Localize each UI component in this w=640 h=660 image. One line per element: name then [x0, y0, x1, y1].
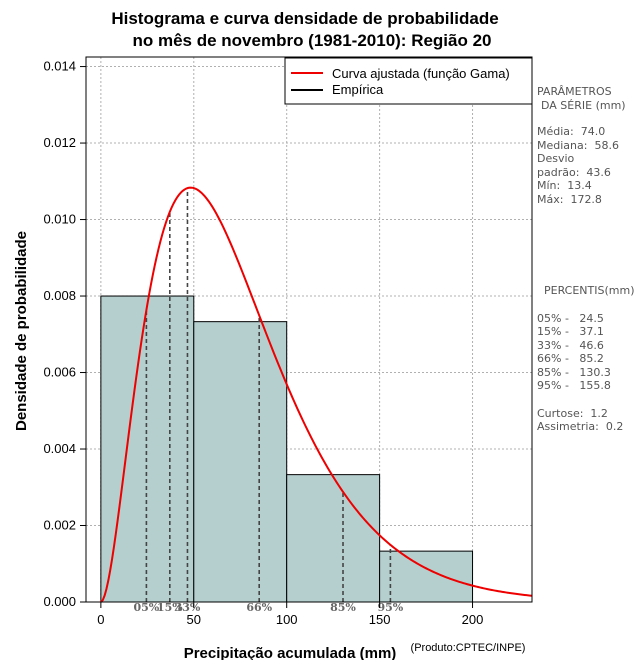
axes: 0 50 100 150 200 0.000 0.002 0.004 0.006 0.008 0.0… [43, 56, 533, 627]
x-axis-label: Precipitação acumulada (mm) [184, 645, 397, 660]
percentile-05: 05% - 24.5 [537, 311, 604, 325]
histogram-bar-1 [100, 295, 195, 603]
params-title-1: PARÂMETROS [537, 85, 612, 98]
param-mean: Média: 74.0 [537, 125, 606, 138]
percentile-label-15: 15% [157, 601, 183, 614]
kurtosis: Curtose: 1.2 [537, 406, 608, 420]
percentile-15: 15% - 37.1 [537, 325, 604, 338]
legend-label-empirical: Empírica [332, 82, 384, 97]
y-tick-label: 0.002 [43, 518, 76, 533]
percentile-95: 95% - 155.8 [537, 379, 611, 392]
x-tick-label: 200 [462, 612, 484, 627]
y-tick-label: 0.004 [43, 441, 76, 456]
chart-title-line2: no mês de novembro (1981-2010): Região 2… [132, 31, 491, 50]
legend-label-fitted: Curva ajustada (função Gama) [332, 66, 510, 81]
param-stddev-1: Desvio [537, 152, 575, 165]
percentile-85: 85% - 130.3 [537, 365, 611, 379]
series-parameters-panel: PARÂMETROS DA SÉRIE (mm) Média: 74.0 Med… [537, 85, 640, 206]
density-curve [100, 186, 533, 603]
y-tick-label: 0.014 [43, 59, 76, 74]
param-stddev-2: padrão: 43.6 [537, 165, 611, 179]
x-tick-label: 50 [187, 612, 201, 627]
histogram-bar-2 [193, 321, 288, 603]
percentile-label-95: 95% [378, 601, 404, 614]
param-max: Máx: 172.8 [537, 192, 602, 206]
percentiles-title: PERCENTIS(mm) [544, 284, 635, 297]
percentiles-panel: PERCENTIS(mm) 05% - 24.5 15% - 37.1 33% … [537, 284, 640, 434]
histogram-bar-4 [379, 550, 474, 603]
percentile-label-33: 33% [175, 601, 201, 614]
legend: Curva ajustada (função Gama) Empírica [284, 57, 533, 105]
plot-frame [85, 56, 533, 603]
y-tick-label: 0.010 [43, 212, 76, 227]
x-tick-label: 150 [369, 612, 391, 627]
density-curve-group [100, 186, 533, 603]
product-credit: (Produto:CPTEC/INPE) [411, 642, 526, 654]
y-axis-label: Densidade de probabilidade [13, 231, 30, 431]
y-tick-label: 0.008 [43, 288, 76, 303]
param-median: Mediana: 58.6 [537, 138, 619, 152]
x-tick-label: 100 [276, 612, 298, 627]
percentile-markers: 05%15%33% 66% 85% 95% [134, 188, 404, 614]
params-title-2: DA SÉRIE (mm) [541, 98, 626, 112]
y-tick-label: 0.012 [43, 135, 76, 150]
percentile-66: 66% - 85.2 [537, 352, 604, 365]
legend-box [284, 57, 533, 105]
param-min: Mín: 13.4 [537, 179, 592, 192]
y-tick-label: 0.000 [43, 594, 76, 609]
histogram-bar-3 [286, 474, 381, 603]
percentile-label-85: 85% [330, 601, 356, 614]
percentile-label-66: 66% [246, 601, 272, 614]
chart-title-line1: Histograma e curva densidade de probabil… [111, 9, 498, 28]
y-tick-label: 0.006 [43, 365, 76, 380]
x-tick-label: 0 [97, 612, 104, 627]
histogram-bars [100, 295, 474, 603]
skewness: Assimetria: 0.2 [537, 420, 624, 433]
percentile-label-05: 05% [134, 601, 160, 614]
percentile-33: 33% - 46.6 [537, 338, 604, 352]
